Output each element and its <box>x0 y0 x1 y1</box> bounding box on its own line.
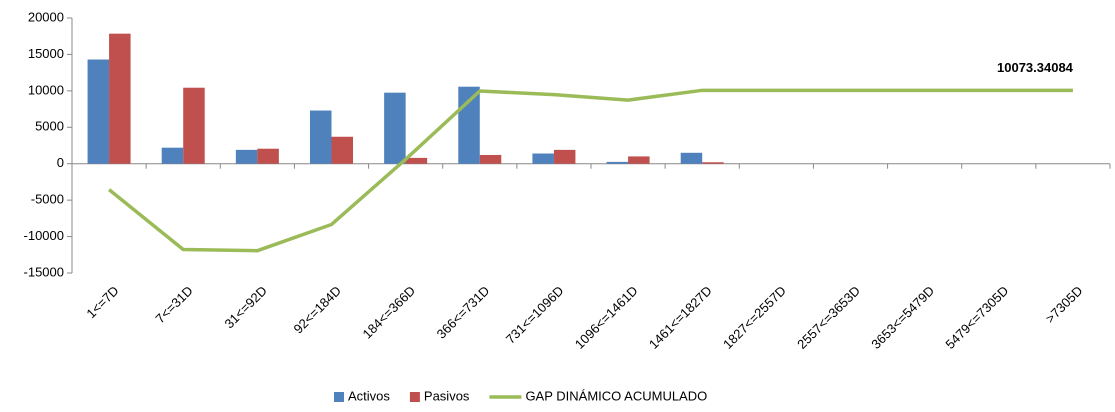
x-tick-label: 184<=366D <box>360 283 419 342</box>
y-tick-label: -15000 <box>24 264 64 279</box>
y-tick-label: 10000 <box>28 82 64 97</box>
bar <box>553 149 576 164</box>
x-tick-label: 5479<=7305D <box>942 283 1011 352</box>
legend-swatch <box>334 392 344 402</box>
legend-label: Activos <box>348 388 390 403</box>
bar <box>606 161 629 164</box>
x-tick-label: 7<=31D <box>152 283 195 326</box>
x-tick-label: 1096<=1461D <box>572 283 641 352</box>
bar <box>309 110 332 164</box>
bar <box>479 154 502 164</box>
y-tick-label: 0 <box>57 155 64 170</box>
x-tick-label: 366<=731D <box>434 283 493 342</box>
x-tick-label: 731<=1096D <box>503 283 567 347</box>
x-tick-label: 3653<=5479D <box>868 283 937 352</box>
legend-swatch <box>409 392 420 402</box>
y-tick-label: 20000 <box>28 9 64 24</box>
x-tick-label: 1<=7D <box>83 283 121 321</box>
y-tick-label: -5000 <box>31 192 64 207</box>
x-tick-label: 31<=92D <box>221 283 269 331</box>
y-tick-label: 15000 <box>28 46 64 61</box>
bar <box>161 147 184 164</box>
bar <box>257 148 279 164</box>
bar <box>183 87 205 164</box>
x-tick-label: 1461<=1827D <box>646 283 715 352</box>
bar <box>331 136 354 164</box>
x-tick-label: 2557<=3653D <box>794 283 863 352</box>
bar <box>87 59 110 164</box>
bar <box>405 157 428 164</box>
legend-label: Pasivos <box>424 388 470 403</box>
x-tick-label: >7305D <box>1042 283 1085 326</box>
x-tick-label: 92<=184D <box>290 283 344 337</box>
bar <box>628 156 650 164</box>
y-tick-label: -10000 <box>24 228 64 243</box>
bar <box>109 33 131 164</box>
y-tick-label: 5000 <box>35 119 64 134</box>
line-series <box>107 88 1073 253</box>
legend-label: GAP DINÁMICO ACUMULADO <box>525 388 707 403</box>
bar <box>532 153 554 164</box>
bar <box>702 162 724 164</box>
x-tick-label: 1827<=2557D <box>720 283 789 352</box>
bar <box>235 149 258 164</box>
bar <box>458 86 480 164</box>
bar <box>384 92 406 164</box>
data-label: 10073.34084 <box>997 60 1074 75</box>
bar <box>680 152 703 164</box>
